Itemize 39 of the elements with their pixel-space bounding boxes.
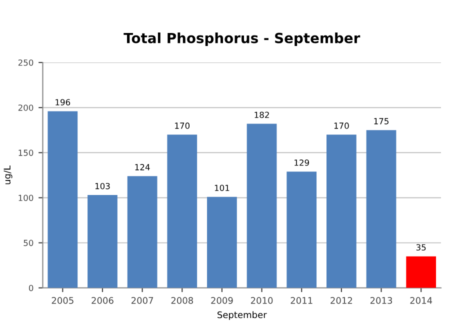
x-tick-label: 2010 [250, 297, 273, 304]
y-tick-label: 50 [24, 240, 34, 246]
bar [326, 134, 356, 288]
bar [88, 195, 118, 288]
data-label: 124 [135, 164, 150, 170]
y-tick-label: 150 [18, 150, 34, 156]
bar [207, 196, 237, 288]
x-tick-label: 2005 [52, 297, 74, 304]
x-tick-label: 2011 [290, 297, 312, 304]
y-tick-label: 200 [18, 104, 34, 111]
x-tick-label: 2008 [171, 297, 194, 304]
bar [246, 124, 277, 288]
x-axis-title: September [218, 311, 267, 320]
x-tick-label: 2014 [410, 297, 432, 304]
bar [286, 172, 317, 288]
data-label: 170 [334, 122, 349, 129]
bar [366, 130, 396, 288]
y-tick-label: 100 [18, 194, 34, 202]
y-axis-title: ug/L [4, 165, 12, 184]
bar [48, 111, 78, 288]
chart-title: Total Phosphorus - September [124, 32, 360, 46]
data-label: 103 [95, 182, 110, 190]
x-tick-label: 2009 [211, 297, 233, 304]
data-label: 175 [374, 118, 388, 124]
x-tick-label: 2006 [92, 297, 114, 304]
x-tick-label: 2012 [330, 297, 352, 304]
x-tick-label: 2013 [370, 297, 392, 304]
bar [127, 176, 158, 288]
data-label: 170 [175, 122, 190, 129]
bar [406, 256, 436, 288]
data-label: 35 [416, 244, 426, 251]
y-tick-label: 0 [28, 284, 34, 292]
data-label: 182 [254, 112, 269, 118]
data-label: 101 [214, 184, 230, 192]
data-label: 196 [56, 99, 70, 106]
x-tick-label: 2007 [131, 297, 154, 304]
data-label: 129 [294, 160, 309, 166]
y-tick-label: 250 [18, 59, 34, 66]
bar [167, 134, 198, 288]
